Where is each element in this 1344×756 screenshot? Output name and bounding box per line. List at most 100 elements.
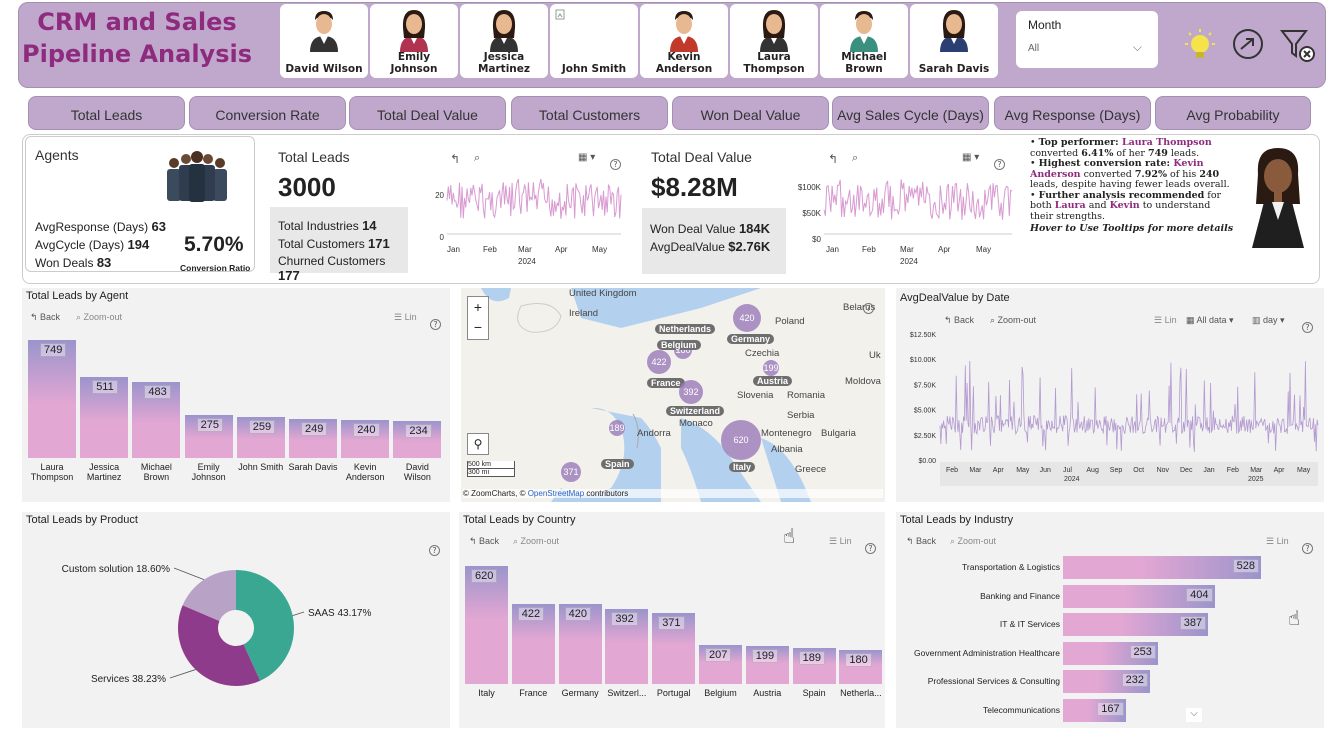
help-icon[interactable]: ? [865, 536, 876, 555]
map-bubble-label: Germany [727, 334, 775, 344]
calendar-icon[interactable]: ▦ ▾ [578, 152, 596, 163]
agent-card[interactable]: Emily Johnson [370, 4, 458, 78]
bar[interactable]: 232 [1063, 670, 1150, 694]
bar[interactable]: 167 [1063, 699, 1126, 722]
map-bubble[interactable]: 371 [561, 462, 581, 482]
pie-slice[interactable] [236, 570, 294, 681]
tab-won-deal-value[interactable]: Won Deal Value [672, 96, 829, 130]
zoom-out-button[interactable]: ⌕ Zoom-out [76, 312, 123, 322]
arrow-circle-icon[interactable] [1230, 26, 1266, 62]
y-tick-label: $0 [812, 235, 821, 244]
map-pin-icon[interactable]: ⚲ [467, 433, 489, 455]
deal-value-title: Total Deal Value [651, 149, 752, 165]
bar[interactable]: 749 [28, 340, 76, 458]
tab-avg-response-days[interactable]: Avg Response (Days) [994, 96, 1151, 130]
help-icon[interactable]: ? [1302, 536, 1313, 555]
bar[interactable]: 422 [511, 603, 555, 684]
pie-slice[interactable] [178, 605, 261, 686]
granularity-dropdown[interactable]: ▥ day ▾ [1252, 315, 1285, 325]
map-bubble[interactable]: 422 [647, 350, 671, 374]
back-icon[interactable]: ↰ [828, 152, 839, 166]
bar[interactable]: 404 [1063, 584, 1215, 608]
zoom-in-button[interactable]: + [473, 299, 483, 315]
leads-map[interactable]: United Kingdom Ireland Poland Belarus Czechi… [461, 288, 885, 502]
zoom-out-button[interactable]: ⌕ Zoom-out [513, 536, 560, 546]
agent-card[interactable]: Kevin Anderson [640, 4, 728, 78]
tab-avg-probability[interactable]: Avg Probability [1155, 96, 1311, 130]
range-dropdown[interactable]: ▦ All data ▾ [1186, 315, 1234, 325]
tab-total-deal-value[interactable]: Total Deal Value [349, 96, 506, 130]
x-tick-label: May [592, 245, 607, 254]
month-slicer[interactable]: Month All ⌵ [1016, 11, 1158, 68]
back-button[interactable]: ↰ Back [30, 312, 61, 322]
map-country-label: Czechia [745, 348, 780, 359]
back-button[interactable]: ↰ Back [944, 315, 975, 325]
scale-toggle[interactable]: ☰ Lin [829, 536, 852, 546]
bar[interactable]: 199 [745, 646, 789, 684]
help-icon[interactable]: ? [863, 296, 874, 315]
scale-toggle[interactable]: ☰ Lin [1154, 315, 1177, 325]
scale-toggle[interactable]: ☰ Lin [394, 312, 417, 322]
map-scale: 500 km 300 mi [467, 461, 515, 477]
zoom-icon[interactable]: ⌕ [474, 152, 481, 164]
bar[interactable]: 275 [184, 414, 233, 458]
bar[interactable]: 249 [289, 418, 337, 458]
pie-slice[interactable] [182, 570, 236, 621]
zoom-out-button[interactable]: ⌕ Zoom-out [950, 536, 997, 546]
year-label: 2024 [518, 257, 536, 266]
bar[interactable]: 620 [465, 566, 508, 684]
help-icon[interactable]: ? [430, 312, 441, 331]
bar[interactable]: 234 [393, 421, 442, 458]
agent-card[interactable]: Michael Brown [820, 4, 908, 78]
title-line-1: CRM and Sales [37, 8, 237, 36]
y-tick-label: $10.00K [910, 357, 936, 364]
tab-conversion-rate[interactable]: Conversion Rate [189, 96, 346, 130]
bar[interactable]: 240 [341, 420, 390, 458]
map-bubble[interactable]: 199 [763, 360, 779, 376]
agent-card[interactable]: Jessica Martinez [460, 4, 548, 78]
zoom-icon[interactable]: ⌕ [852, 152, 859, 164]
scale-toggle[interactable]: ☰ Lin [1266, 536, 1289, 546]
bar[interactable]: 483 [132, 381, 181, 458]
bar[interactable]: 189 [792, 648, 836, 684]
osm-link[interactable]: OpenStreetMap [527, 489, 585, 498]
bar-category-label: Belgium [704, 688, 737, 698]
bar[interactable]: 392 [605, 609, 649, 684]
help-icon[interactable]: ? [610, 152, 621, 171]
agent-card[interactable]: Sarah Davis [910, 4, 998, 78]
bar[interactable]: 528 [1063, 556, 1261, 579]
help-icon[interactable]: ? [1302, 315, 1313, 334]
bar[interactable]: 259 [236, 417, 285, 458]
tab-total-leads[interactable]: Total Leads [28, 96, 185, 130]
zoom-out-button[interactable]: − [473, 319, 483, 335]
map-bubble[interactable]: 189 [609, 420, 625, 436]
map-zoom-controls[interactable]: + − [467, 296, 489, 340]
back-button[interactable]: ↰ Back [906, 536, 937, 546]
zoom-out-button[interactable]: ⌕ Zoom-out [990, 315, 1037, 325]
bar[interactable]: 371 [652, 613, 696, 684]
tab-avg-sales-cycle-days[interactable]: Avg Sales Cycle (Days) [832, 96, 989, 130]
help-icon[interactable]: ? [994, 152, 1005, 171]
agent-card[interactable]: Laura Thompson [730, 4, 818, 78]
chevron-down-icon[interactable]: ⌵ [1186, 708, 1202, 722]
agent-card[interactable]: John Smith [550, 4, 638, 78]
bar-category-label: Laura Thompson [30, 462, 74, 482]
help-icon[interactable]: ? [429, 538, 440, 557]
lightbulb-icon[interactable] [1180, 26, 1220, 66]
back-button[interactable]: ↰ Back [469, 536, 500, 546]
bar[interactable]: 180 [839, 649, 883, 684]
map-bubble[interactable]: 420 [733, 304, 761, 332]
bar[interactable]: 207 [699, 644, 742, 684]
bar[interactable]: 420 [558, 604, 602, 684]
map-bubble[interactable]: 620 [721, 420, 761, 460]
map-bubble[interactable]: 392 [679, 380, 703, 404]
agent-card[interactable]: David Wilson [280, 4, 368, 78]
back-icon[interactable]: ↰ [450, 152, 461, 166]
clear-filter-icon[interactable] [1278, 26, 1318, 66]
bar[interactable]: 387 [1063, 613, 1209, 637]
month-dropdown[interactable]: All ⌵ [1028, 40, 1146, 59]
calendar-icon[interactable]: ▦ ▾ [962, 152, 980, 163]
bar[interactable]: 511 [80, 377, 129, 458]
tab-total-customers[interactable]: Total Customers [511, 96, 668, 130]
bar[interactable]: 253 [1063, 641, 1158, 665]
